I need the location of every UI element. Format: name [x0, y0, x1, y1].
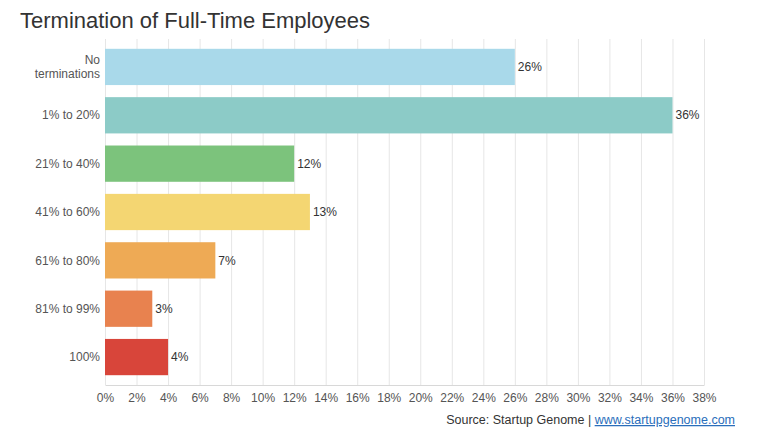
tick-label: 10%: [251, 391, 275, 405]
axis-line: [106, 385, 705, 386]
tick: 20%: [409, 39, 433, 405]
category-label: 41% to 60%: [35, 205, 100, 219]
data-label: 13%: [313, 205, 337, 219]
bar: [105, 97, 672, 133]
tick: 26%: [503, 39, 527, 405]
data-label: 26%: [518, 60, 542, 74]
grid-line: [452, 39, 453, 385]
category-label: 100%: [69, 350, 100, 364]
tick-label: 38%: [692, 391, 716, 405]
tick: 28%: [535, 39, 559, 405]
grid-line: [546, 39, 547, 385]
tick-label: 20%: [409, 391, 433, 405]
tick: 24%: [472, 39, 496, 405]
tick-label: 2%: [128, 391, 146, 405]
chart: Termination of Full-Time Employees 0% 2% 4%…: [0, 0, 770, 438]
grid-line: [483, 39, 484, 385]
grid-line: [357, 39, 358, 385]
bar: [105, 339, 168, 375]
tick-label: 6%: [191, 391, 209, 405]
tick-label: 34%: [629, 391, 653, 405]
tick-label: 4%: [160, 391, 178, 405]
category-label: No terminations: [31, 53, 100, 81]
grid-line: [420, 39, 421, 385]
bars: [105, 49, 672, 375]
grid-line: [578, 39, 579, 385]
tick-label: 14%: [314, 391, 338, 405]
grid-line: [515, 39, 516, 385]
y-axis: No terminations 1% to 20% 21% to 40% 41% to…: [31, 53, 100, 364]
data-label: 7%: [218, 254, 236, 268]
tick-label: 0%: [97, 391, 115, 405]
tick: 16%: [346, 39, 370, 405]
grid-line: [704, 39, 705, 385]
tick: 14%: [314, 39, 338, 405]
tick-label: 28%: [535, 391, 559, 405]
tick: 30%: [566, 39, 590, 405]
source: Source: Startup Genome | www.startupgeno…: [446, 413, 735, 427]
grid-line: [641, 39, 642, 385]
grid-line: [672, 39, 673, 385]
category-label: 21% to 40%: [35, 157, 100, 171]
tick-label: 8%: [223, 391, 241, 405]
tick-label: 36%: [661, 391, 685, 405]
bar: [105, 242, 215, 278]
bar: [105, 49, 515, 85]
tick: 18%: [377, 39, 401, 405]
category-label: 1% to 20%: [42, 108, 100, 122]
data-label: 12%: [297, 157, 321, 171]
tick: 34%: [629, 39, 653, 405]
tick-label: 32%: [598, 391, 622, 405]
category-label: 61% to 80%: [35, 254, 100, 268]
x-axis: 0% 2% 4% 6% 8% 10% 12% 14% 16% 18% 20% 22% 24% 26% 28%…: [97, 39, 717, 405]
tick-label: 12%: [283, 391, 307, 405]
data-labels: 26% 36% 12% 13% 7% 3% 4%: [155, 60, 700, 364]
tick: 38%: [692, 39, 716, 405]
tick-label: 22%: [440, 391, 464, 405]
tick: 22%: [440, 39, 464, 405]
title: Termination of Full-Time Employees: [20, 8, 370, 33]
data-label: 4%: [171, 350, 189, 364]
category-label: 81% to 99%: [35, 302, 100, 316]
bar: [105, 146, 294, 182]
tick-label: 30%: [566, 391, 590, 405]
tick: 36%: [661, 39, 685, 405]
bar: [105, 194, 310, 230]
grid-line: [389, 39, 390, 385]
bar: [105, 291, 152, 327]
data-label: 36%: [675, 108, 699, 122]
tick-label: 26%: [503, 391, 527, 405]
tick-label: 16%: [346, 391, 370, 405]
tick-label: 24%: [472, 391, 496, 405]
tick-label: 18%: [377, 391, 401, 405]
tick: 32%: [598, 39, 622, 405]
data-label: 3%: [155, 302, 173, 316]
grid-line: [609, 39, 610, 385]
